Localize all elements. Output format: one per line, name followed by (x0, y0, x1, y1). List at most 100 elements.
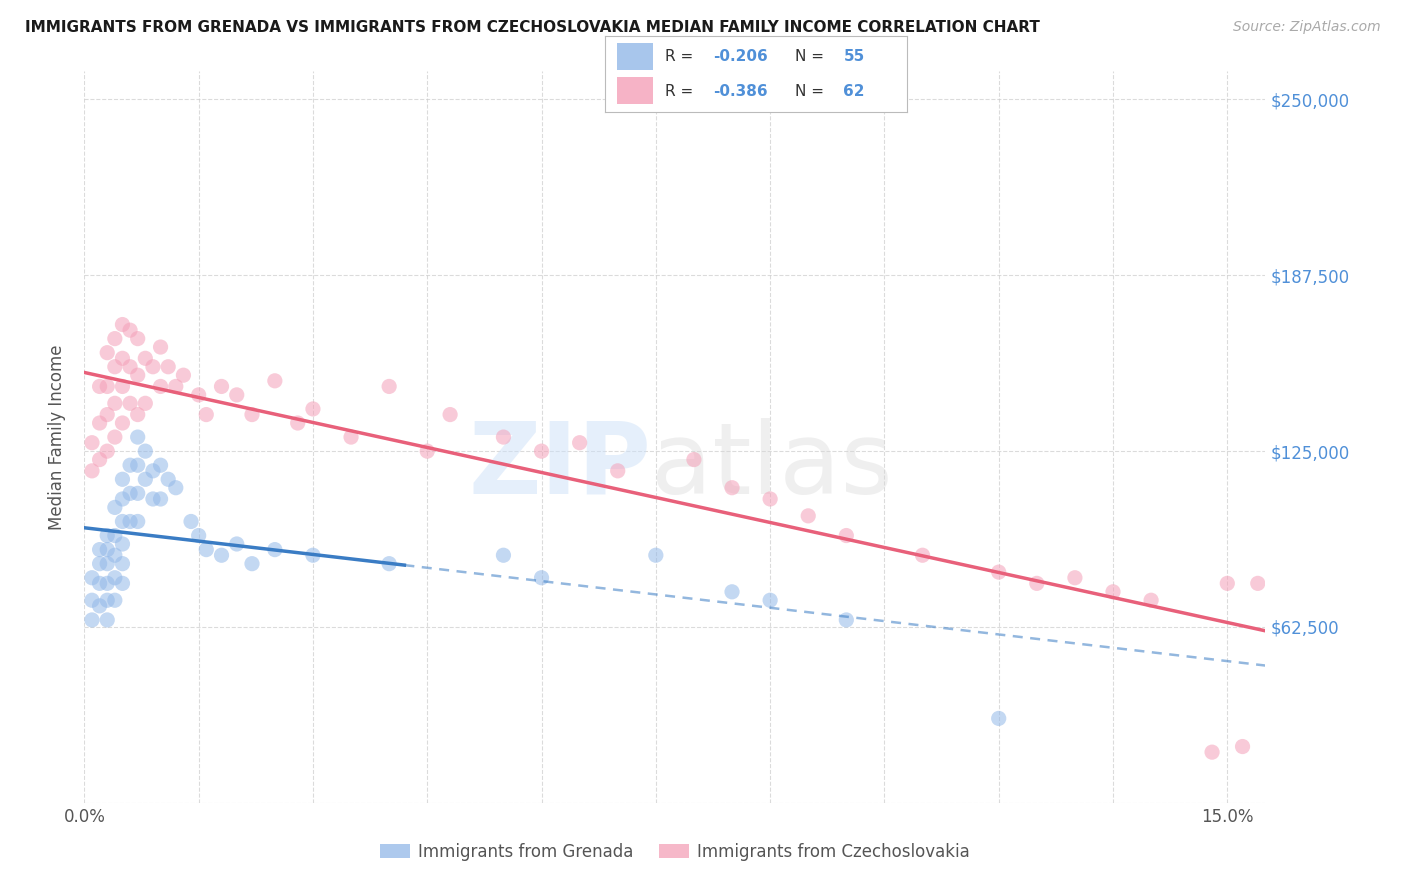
Point (149, 458, 172, 473)
Point (89, 599, 111, 613)
Point (111, 537, 134, 551)
Point (759, 491, 782, 506)
Point (134, 351, 156, 366)
Point (120, 486, 142, 500)
Point (149, 340, 172, 354)
Point (492, 548, 515, 562)
Point (263, 374, 285, 388)
Point (157, 472, 180, 486)
Point (492, 430, 515, 444)
Point (302, 548, 325, 562)
Point (111, 416, 134, 430)
Point (1064, 571, 1087, 585)
Point (378, 557, 401, 571)
Point (134, 472, 156, 486)
Point (142, 464, 165, 478)
Point (683, 452, 706, 467)
Point (89, 379, 111, 393)
Point (263, 542, 285, 557)
Point (89, 416, 111, 430)
Point (80, 571, 103, 585)
Point (96, 542, 118, 557)
Point (127, 430, 149, 444)
Point (211, 379, 233, 393)
Text: IMMIGRANTS FROM GRENADA VS IMMIGRANTS FROM CZECHOSLOVAKIA MEDIAN FAMILY INCOME C: IMMIGRANTS FROM GRENADA VS IMMIGRANTS FR… (25, 20, 1040, 35)
Text: N =: N = (794, 49, 830, 63)
Point (530, 444, 553, 458)
Point (120, 515, 142, 529)
Point (96, 408, 118, 422)
Text: N =: N = (794, 84, 830, 98)
Point (80, 464, 103, 478)
Point (96, 528, 118, 542)
Point (240, 557, 263, 571)
Point (1201, 745, 1223, 759)
Point (195, 542, 218, 557)
Point (104, 332, 127, 346)
Point (134, 444, 156, 458)
Point (127, 458, 149, 473)
Point (225, 537, 247, 551)
Point (96, 379, 118, 393)
Text: 55: 55 (844, 49, 865, 63)
Point (104, 528, 127, 542)
Point (987, 711, 1010, 725)
Point (127, 515, 149, 529)
Point (80, 613, 103, 627)
Point (1102, 584, 1125, 599)
Point (120, 323, 142, 337)
Point (111, 576, 134, 591)
Point (1216, 576, 1239, 591)
Point (104, 593, 127, 607)
Point (835, 613, 858, 627)
Point (111, 351, 134, 366)
Text: R =: R = (665, 49, 699, 63)
Point (104, 396, 127, 410)
Point (187, 528, 209, 542)
Point (111, 557, 134, 571)
Point (911, 548, 934, 562)
Point (1025, 576, 1047, 591)
Point (287, 416, 309, 430)
Point (89, 452, 111, 467)
Point (187, 388, 209, 402)
Legend: Immigrants from Grenada, Immigrants from Czechoslovakia: Immigrants from Grenada, Immigrants from… (374, 837, 976, 868)
Point (120, 396, 142, 410)
Point (127, 332, 149, 346)
Point (1140, 593, 1163, 607)
Point (104, 500, 127, 515)
Point (96, 576, 118, 591)
Point (111, 472, 134, 486)
Point (127, 368, 149, 383)
Point (439, 408, 461, 422)
Point (721, 584, 744, 599)
Point (120, 458, 142, 473)
Point (1247, 576, 1270, 591)
Point (142, 491, 165, 506)
Point (165, 481, 187, 495)
Point (104, 430, 127, 444)
Point (104, 571, 127, 585)
Point (149, 379, 172, 393)
Point (104, 359, 127, 374)
Point (568, 435, 591, 450)
Point (195, 408, 218, 422)
Point (149, 491, 172, 506)
Point (142, 359, 165, 374)
Text: R =: R = (665, 84, 699, 98)
Y-axis label: Median Family Income: Median Family Income (48, 344, 66, 530)
Point (127, 486, 149, 500)
Point (111, 379, 134, 393)
Point (89, 542, 111, 557)
Point (111, 515, 134, 529)
Point (157, 359, 180, 374)
Point (797, 508, 820, 523)
Point (211, 548, 233, 562)
Text: -0.386: -0.386 (713, 84, 768, 98)
Point (721, 481, 744, 495)
Point (96, 444, 118, 458)
Point (530, 571, 553, 585)
Text: Source: ZipAtlas.com: Source: ZipAtlas.com (1233, 20, 1381, 34)
Point (96, 557, 118, 571)
Point (96, 345, 118, 359)
